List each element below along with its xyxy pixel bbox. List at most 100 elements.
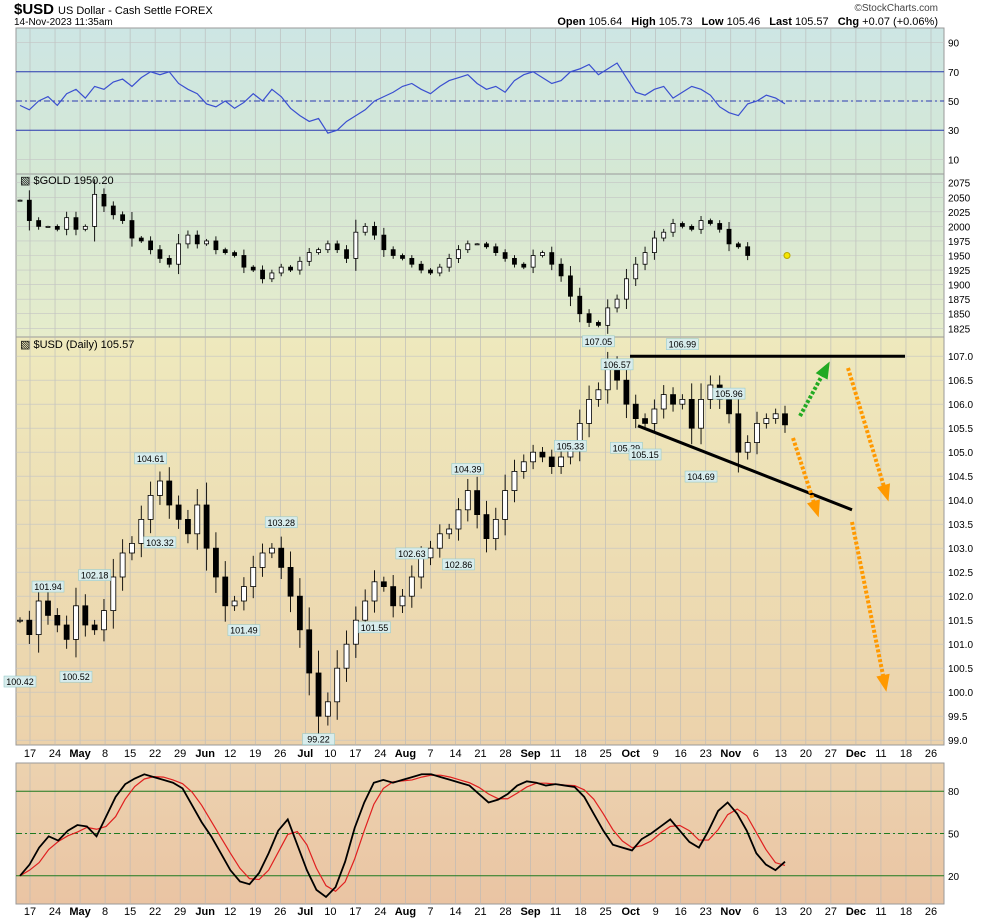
x-tick-label: 19	[249, 748, 261, 760]
bullish-arrow	[798, 371, 826, 417]
gold-candle	[493, 246, 499, 253]
usd-candle	[306, 629, 313, 674]
gold-candle	[185, 234, 191, 245]
price-annotation-box	[264, 516, 298, 529]
chg-value: +0.07 (+0.06%)	[862, 16, 938, 28]
x-tick-label: 21	[474, 748, 486, 760]
x-tick-label: 24	[374, 748, 386, 760]
usd-candle	[343, 643, 350, 669]
x-tick-label: Jul	[297, 906, 313, 918]
x-tick-label: 24	[374, 906, 386, 918]
x-tick-label: 25	[600, 748, 612, 760]
ohlc-readout: Open 105.64 High 105.73 Low 105.46 Last …	[551, 16, 938, 28]
x-tick-label: 22	[149, 906, 161, 918]
gold-candle	[194, 234, 200, 245]
gold-candle	[82, 225, 88, 230]
price-annotation: 105.29	[610, 441, 643, 454]
usd-candle	[45, 600, 51, 616]
price-annotation-box	[628, 448, 662, 461]
price-annotation: 105.96	[712, 387, 746, 400]
x-tick-label: May	[69, 748, 91, 760]
price-annotation-box	[582, 335, 615, 348]
usd-candle	[418, 557, 425, 578]
y-tick-label: 105.0	[948, 448, 973, 459]
gold-candle	[73, 217, 79, 230]
x-tick-label: 7	[427, 748, 433, 760]
last-value: 105.57	[794, 16, 829, 28]
usd-candle	[296, 595, 303, 631]
gold-candle	[418, 263, 424, 271]
usd-panel-label: ▧ $USD (Daily) 105.57	[20, 339, 135, 351]
x-tick-label: 25	[600, 906, 612, 918]
price-annotation: 101.94	[31, 580, 65, 593]
usd-candle	[586, 398, 592, 424]
gold-candle	[577, 295, 583, 315]
price-annotation-label: 104.61	[137, 454, 165, 464]
x-tick-label: Nov	[720, 906, 742, 918]
x-tick-label: 11	[550, 748, 561, 760]
usd-candle	[26, 619, 33, 636]
gold-candle	[437, 266, 443, 274]
price-annotation-box	[442, 558, 475, 571]
usd-candle	[688, 398, 695, 429]
bearish-arrow-head	[807, 499, 820, 518]
usd-candle	[362, 600, 369, 621]
x-tick-label: May	[69, 906, 91, 918]
gold-candle	[372, 225, 377, 236]
usd-candle	[483, 514, 490, 539]
gold-candle	[530, 255, 536, 268]
y-tick-label: 104.5	[948, 472, 973, 483]
y-tick-label: 2075	[948, 179, 971, 190]
usd-candle	[754, 422, 760, 443]
price-annotation: 100.42	[3, 675, 37, 688]
stochastic-d-line	[19, 774, 786, 893]
gold-candle	[586, 313, 592, 323]
usd-candle	[707, 384, 714, 400]
y-tick-label: 102.0	[948, 592, 973, 603]
price-annotation-box	[358, 621, 391, 634]
x-tick-label: 11	[875, 748, 886, 760]
x-tick-label: Nov	[720, 748, 742, 760]
x-tick-label: 28	[499, 906, 511, 918]
usd-candle	[427, 547, 434, 559]
price-annotation: 101.55	[358, 621, 391, 634]
usd-candle	[334, 667, 341, 703]
usd-candle	[474, 490, 481, 516]
x-tick-label: 7	[427, 906, 433, 918]
price-annotation: 102.63	[395, 547, 429, 560]
gold-candle	[138, 237, 144, 242]
x-tick-label: 18	[900, 748, 912, 760]
gold-candle	[456, 249, 461, 259]
x-tick-label: 9	[653, 906, 659, 918]
usd-candle	[642, 418, 648, 424]
x-tick-label: 26	[274, 906, 286, 918]
usd-candle	[352, 619, 359, 645]
gold-candle	[642, 252, 648, 265]
usd-candle	[194, 504, 201, 535]
y-tick-label: 99.0	[948, 736, 968, 747]
usd-candle	[670, 394, 676, 405]
x-tick-label: 17	[349, 906, 361, 918]
usd-candle	[698, 398, 704, 429]
low-value: 105.46	[726, 16, 761, 28]
usd-candle	[782, 413, 788, 426]
usd-candle	[464, 490, 471, 511]
x-tick-label: 24	[49, 906, 61, 918]
gold-candle	[316, 249, 321, 253]
price-annotation: 104.61	[134, 452, 167, 465]
usd-candle	[147, 494, 154, 520]
x-tick-label: 15	[124, 748, 136, 760]
y-tick-label: 1875	[948, 295, 971, 306]
gold-candle	[241, 255, 247, 268]
usd-candle	[138, 519, 145, 544]
gold-candle	[502, 252, 508, 259]
y-tick-label: 106.0	[948, 400, 973, 411]
gold-candle	[110, 205, 116, 216]
timestamp: 14-Nov-2023 11:35am	[14, 17, 113, 28]
y-tick-label: 90	[948, 39, 960, 50]
x-tick-label: 15	[124, 906, 136, 918]
usd-candle	[371, 581, 378, 602]
usd-candle	[446, 528, 453, 535]
gold-candle	[120, 214, 126, 221]
